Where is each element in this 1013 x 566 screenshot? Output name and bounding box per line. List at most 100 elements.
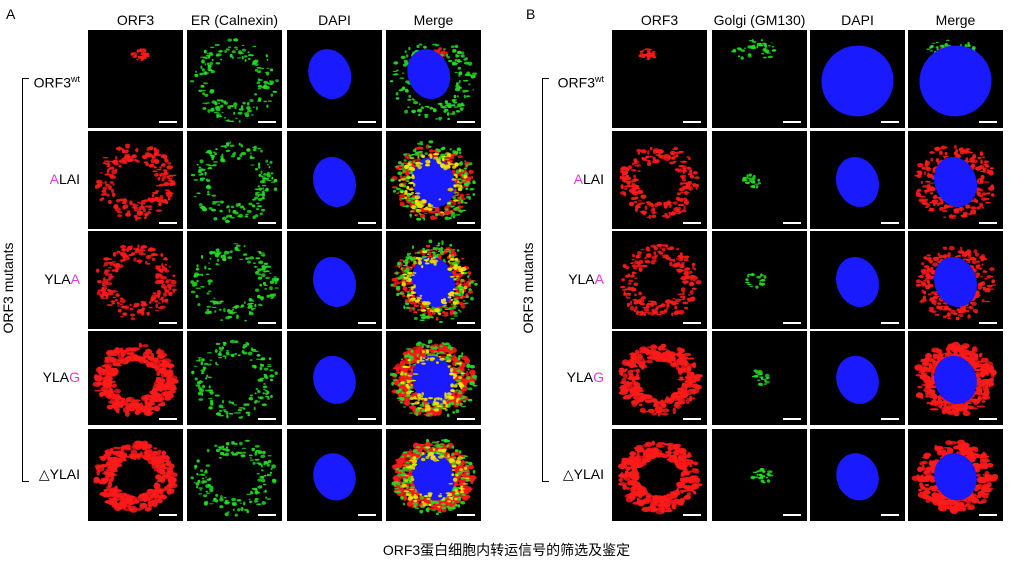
scale-bar [258, 514, 276, 516]
figure-caption: ORF3蛋白细胞内转运信号的筛选及鉴定 [382, 542, 631, 558]
scale-bar [979, 322, 997, 324]
panel-a-micrograph-r1-c0 [88, 131, 183, 229]
panel-a-micrograph-r1-c1 [187, 131, 282, 229]
scale-bar [258, 121, 276, 123]
panel-a-micrograph-r3-c3 [386, 331, 481, 425]
panel-a-row-label-3: YLAG [42, 369, 80, 385]
panel-b-col-header-2: DAPI [841, 12, 874, 28]
scale-bar [783, 514, 801, 516]
scale-bar [783, 418, 801, 420]
scale-bar [881, 222, 899, 224]
scale-bar [979, 222, 997, 224]
panel-b-row-bracket [542, 78, 549, 482]
panel-b-micrograph-r3-c2 [810, 331, 905, 425]
scale-bar [457, 514, 475, 516]
panel-a-micrograph-r2-c0 [88, 231, 183, 329]
panel-b-micrograph-r2-c0 [612, 231, 707, 329]
scale-bar [683, 322, 701, 324]
panel-b-micrograph-r3-c0 [612, 331, 707, 425]
scale-bar [881, 514, 899, 516]
scale-bar [159, 418, 177, 420]
panel-a-row-bracket [22, 78, 29, 482]
scale-bar [783, 222, 801, 224]
scale-bar [159, 514, 177, 516]
scale-bar [457, 222, 475, 224]
highlighted-residue: G [593, 369, 604, 385]
scale-bar [457, 418, 475, 420]
panel-a-micrograph-r0-c1 [187, 30, 282, 128]
panel-b-micrograph-r2-c1 [712, 231, 807, 329]
panel-b-row-label-4: △YLAI [562, 466, 604, 482]
panel-a-row-label-1: ALAI [49, 171, 80, 187]
highlighted-residue: A [49, 171, 59, 187]
scale-bar [358, 322, 376, 324]
panel-a-micrograph-r2-c3 [386, 231, 481, 329]
scale-bar [258, 222, 276, 224]
panel-a-col-header-0: ORF3 [116, 12, 155, 28]
panel-b-micrograph-r4-c2 [810, 429, 905, 521]
panel-a-micrograph-r3-c2 [287, 331, 382, 425]
panel-a-micrograph-r0-c3 [386, 30, 481, 128]
panel-b-row-label-1: ALAI [573, 171, 604, 187]
panel-b-row-label-0: ORF3wt [557, 74, 604, 91]
panel-a-micrograph-r1-c3 [386, 131, 481, 229]
panel-a-micrograph-r0-c2 [287, 30, 382, 128]
panel-b-col-header-0: ORF3 [640, 12, 679, 28]
panel-a-col-header-2: DAPI [318, 12, 351, 28]
panel-a-col-header-3: Merge [413, 12, 454, 28]
panel-b-micrograph-r3-c1 [712, 331, 807, 425]
panel-b-letter: B [526, 6, 536, 22]
panel-b-row-label-2: YLAA [568, 271, 604, 287]
panel-a-micrograph-r2-c2 [287, 231, 382, 329]
panel-b-col-header-1: Golgi (GM130) [713, 12, 806, 28]
panel-b-micrograph-r0-c3 [908, 30, 1003, 128]
scale-bar [258, 418, 276, 420]
panel-a-micrograph-r1-c2 [287, 131, 382, 229]
panel-b-micrograph-r2-c2 [810, 231, 905, 329]
scale-bar [258, 322, 276, 324]
scale-bar [683, 418, 701, 420]
panel-a-micrograph-r4-c1 [187, 429, 282, 521]
scale-bar [979, 514, 997, 516]
superscript: wt [595, 74, 604, 84]
panel-a-col-header-1: ER (Calnexin) [190, 12, 279, 28]
panel-b-micrograph-r1-c0 [612, 131, 707, 229]
panel-a-side-label: ORF3 mutants [0, 242, 16, 334]
panel-a-micrograph-r3-c0 [88, 331, 183, 425]
panel-a-micrograph-r4-c3 [386, 429, 481, 521]
highlighted-residue: A [594, 271, 604, 287]
scale-bar [683, 121, 701, 123]
panel-a-micrograph-r4-c0 [88, 429, 183, 521]
superscript: wt [71, 74, 80, 84]
panel-a-letter: A [6, 6, 16, 22]
panel-a-micrograph-r4-c2 [287, 429, 382, 521]
scale-bar [159, 222, 177, 224]
scale-bar [358, 514, 376, 516]
scale-bar [358, 222, 376, 224]
highlighted-residue: A [573, 171, 583, 187]
scale-bar [358, 418, 376, 420]
panel-a-micrograph-r3-c1 [187, 331, 282, 425]
panel-b-micrograph-r1-c3 [908, 131, 1003, 229]
panel-b-micrograph-r0-c2 [810, 30, 905, 128]
scale-bar [979, 121, 997, 123]
panel-b-micrograph-r0-c0 [612, 30, 707, 128]
scale-bar [881, 322, 899, 324]
scale-bar [358, 121, 376, 123]
highlighted-residue: A [70, 271, 80, 287]
scale-bar [979, 418, 997, 420]
panel-a-row-label-4: △YLAI [38, 466, 80, 482]
panel-b-row-label-3: YLAG [566, 369, 604, 385]
scale-bar [457, 121, 475, 123]
panel-b-micrograph-r1-c1 [712, 131, 807, 229]
panel-b-side-label: ORF3 mutants [520, 242, 536, 334]
panel-b-micrograph-r2-c3 [908, 231, 1003, 329]
scale-bar [159, 322, 177, 324]
panel-b-micrograph-r0-c1 [712, 30, 807, 128]
panel-b-micrograph-r3-c3 [908, 331, 1003, 425]
panel-a-micrograph-r0-c0 [88, 30, 183, 128]
scale-bar [683, 514, 701, 516]
scale-bar [783, 121, 801, 123]
scale-bar [683, 222, 701, 224]
panel-b-micrograph-r4-c1 [712, 429, 807, 521]
